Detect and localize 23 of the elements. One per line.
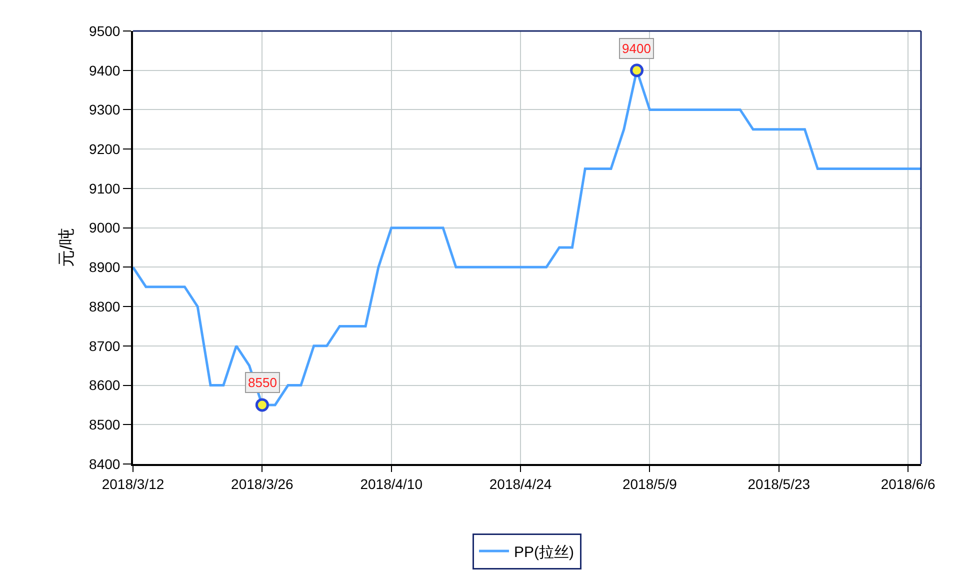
y-tick-label: 8400 [89,456,120,472]
y-axis-title: 元/吨 [57,228,76,267]
y-tick-label: 8900 [89,259,120,276]
x-tick-label: 2018/6/6 [880,476,936,492]
y-tick-label: 9400 [89,62,120,78]
x-tick-label: 2018/5/9 [622,476,678,492]
x-tick-label: 2018/4/24 [489,476,552,492]
y-tick-label: 9500 [89,22,120,39]
legend-label: PP(拉丝) [514,544,574,561]
y-tick-label: 8800 [89,298,120,314]
x-tick-label: 2018/3/12 [102,476,164,492]
y-tick-label: 9300 [89,102,120,118]
data-label: 8550 [248,375,277,390]
y-tick-label: 8500 [89,416,120,433]
x-tick-label: 2018/4/10 [360,476,423,492]
y-tick-label: 9100 [89,180,120,196]
y-tick-label: 8600 [89,377,120,394]
y-tick-label: 8700 [89,338,120,354]
x-tick-label: 2018/5/23 [748,476,810,492]
y-tick-label: 9000 [89,220,120,236]
data-label: 9400 [622,41,651,56]
x-tick-label: 2018/3/26 [231,476,294,492]
y-tick-label: 9200 [89,140,120,157]
